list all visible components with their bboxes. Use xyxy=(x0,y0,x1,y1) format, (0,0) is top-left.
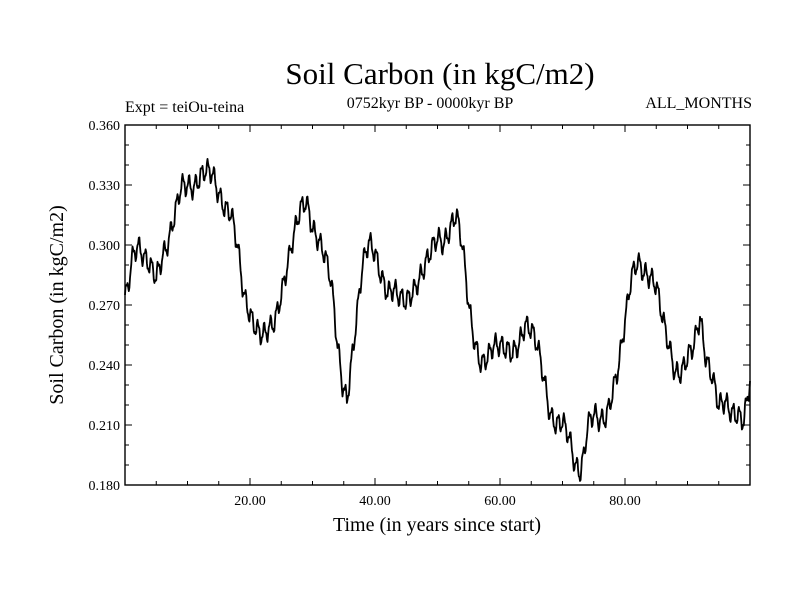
y-tick-label: 0.300 xyxy=(89,239,121,254)
y-tick-label: 0.270 xyxy=(89,299,121,314)
x-tick-label: 80.00 xyxy=(609,494,641,509)
y-tick-label: 0.360 xyxy=(89,119,121,134)
y-tick-label: 0.240 xyxy=(89,359,121,374)
x-tick-label: 20.00 xyxy=(234,494,266,509)
experiment-label: Expt = teiOu-teina xyxy=(125,99,245,116)
period-label: 0752kyr BP - 0000kyr BP xyxy=(346,95,514,112)
y-axis-label: Soil Carbon (in kgC/m2) xyxy=(46,205,68,404)
months-label: ALL_MONTHS xyxy=(645,95,752,112)
x-tick-label: 60.00 xyxy=(484,494,516,509)
x-axis-label: Time (in years since start) xyxy=(333,514,541,536)
y-tick-label: 0.330 xyxy=(89,179,121,194)
plot-frame xyxy=(124,124,751,486)
y-tick-label: 0.180 xyxy=(89,479,121,494)
y-tick-label: 0.210 xyxy=(89,419,121,434)
x-tick-label: 40.00 xyxy=(359,494,391,509)
chart-title: Soil Carbon (in kgC/m2) xyxy=(285,56,595,91)
series-line-soil-carbon xyxy=(124,158,751,482)
axis-ticks: 0.180 0.210 0.240 0.270 0.300 0.330 0.360 20.00… xyxy=(89,119,751,509)
